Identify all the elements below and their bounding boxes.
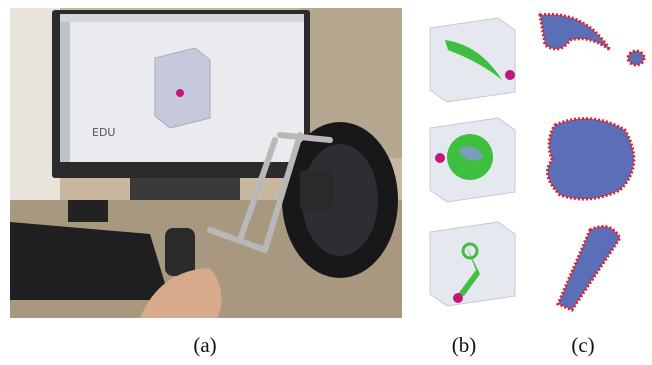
figure: EDU (a) xyxy=(0,0,652,365)
panel-label: (a) xyxy=(193,333,216,357)
panel-label: (b) xyxy=(452,333,477,357)
photo: EDU xyxy=(10,8,402,318)
photo-text: EDU xyxy=(92,126,115,139)
point-clouds xyxy=(540,14,644,310)
panel-label: (c) xyxy=(571,333,594,357)
